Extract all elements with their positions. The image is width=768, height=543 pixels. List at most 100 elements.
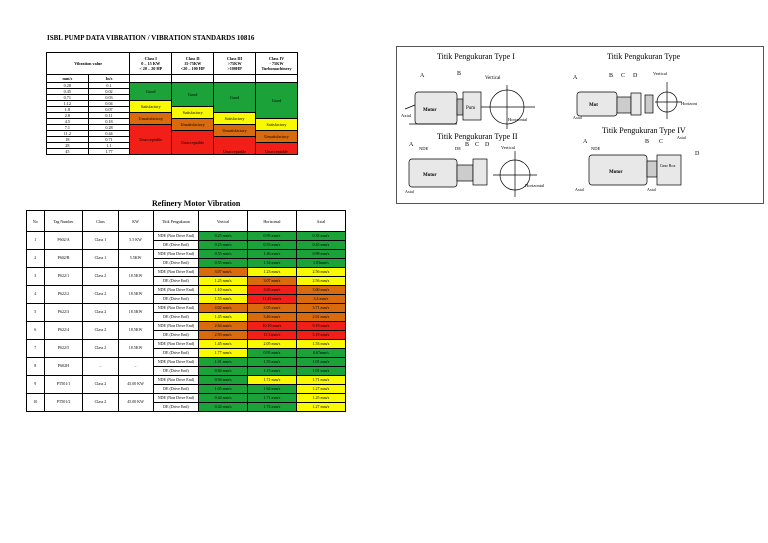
- type2-point-b: B: [465, 142, 469, 148]
- type2-axial: Axial: [405, 189, 415, 194]
- type2-point-c: C: [475, 142, 479, 148]
- de-axial-value: 2.61 mm/s: [295, 312, 347, 322]
- type3-title: Titik Pengukuran Type: [607, 52, 681, 61]
- header-vertical: Vertical: [198, 210, 248, 232]
- point-de: DE (Drive End): [152, 312, 200, 322]
- motor-kw: –: [117, 357, 154, 376]
- de-vertical-value: 1.45 mm/s: [198, 312, 248, 322]
- vib-header: Vibration value: [45, 52, 131, 75]
- type2-point-d: D: [485, 142, 490, 148]
- nde-axial-value: 0.98 mm/s: [295, 249, 347, 259]
- de-horizontal-value: 11.45 mm/s: [247, 294, 297, 304]
- motor-row-nde: 9 PT501/1 Class 2 45.00 KW NDE (Non Drive En…: [26, 375, 347, 394]
- type4-title: Titik Pengukuran Type IV: [602, 126, 686, 135]
- de-vertical-value: 0.55 mm/s: [198, 258, 248, 268]
- type1-pump: Pum: [466, 106, 475, 111]
- nde-vertical-value: 1.10 mm/s: [198, 285, 248, 295]
- motor-kw: 45.00 KW: [117, 375, 154, 394]
- point-nde: NDE (Non Drive End): [152, 303, 200, 313]
- point-de: DE (Drive End): [152, 294, 200, 304]
- motor-tag: P622/5: [43, 339, 84, 358]
- de-horizontal-value: 0.55 mm/s: [247, 240, 297, 250]
- motor-row-nde: 2 P602/B Class 1 5.5KW NDE (Non Drive End) 0.…: [26, 249, 347, 268]
- type2-horizontal: Horizontal: [525, 183, 545, 188]
- class1-unacceptable: Unacceptable: [129, 124, 173, 155]
- motor-tag: P622/3: [43, 303, 84, 322]
- de-vertical-value: 0.25 mm/s: [198, 240, 248, 250]
- motor-no: 8: [26, 357, 45, 376]
- type2-point-a: A: [409, 142, 414, 148]
- nde-axial-value: 0.35 mm/s: [295, 231, 347, 241]
- class3-satisfactory: Satisfactory: [213, 112, 257, 125]
- point-a: A: [420, 73, 425, 79]
- type4-axial-top: Axial: [677, 135, 687, 140]
- nde-horizontal-value: 1.71 mm/s: [247, 375, 297, 385]
- motor-kw: 5.5KW: [117, 249, 154, 268]
- type3-horizontal: Horizont: [681, 101, 698, 106]
- de-axial-value: 0.45 mm/s: [295, 240, 347, 250]
- class3-unacceptable: Unacceptable: [213, 136, 257, 155]
- class-header: Class II 15-75KW <20 – 100 HP: [171, 52, 215, 75]
- motor-class: Class 2: [82, 303, 119, 322]
- type4-point-d: D: [695, 151, 700, 157]
- motor-class: Class 2: [82, 393, 119, 412]
- point-nde: NDE (Non Drive End): [152, 375, 200, 385]
- type1-vertical: Vertical: [485, 76, 501, 81]
- de-vertical-value: 0.84 mm/s: [198, 366, 248, 376]
- type1-motor: Motor: [423, 108, 437, 113]
- header-tag: Tag Number: [43, 210, 84, 232]
- point-nde: NDE (Non Drive End): [152, 393, 200, 403]
- de-axial-value: 1.27 mm/s: [295, 402, 347, 412]
- nde-vertical-value: 1.01 mm/s: [198, 357, 248, 367]
- de-vertical-value: 0.44 mm/s: [198, 402, 248, 412]
- nde-horizontal-value: 3.05 mm/s: [247, 303, 297, 313]
- motor-tag: PT501/1: [43, 375, 84, 394]
- motor-no: 4: [26, 285, 45, 304]
- point-de: DE (Drive End): [152, 240, 200, 250]
- motor-no: 7: [26, 339, 45, 358]
- class4-unacceptable: Unacceptable: [255, 142, 298, 155]
- nde-vertical-value: 3.07 mm/s: [198, 267, 248, 277]
- motor-row-nde: 8 P602H – – NDE (Non Drive End) 1.01 mm/s 1.35…: [26, 357, 347, 376]
- header-class: Class: [82, 210, 119, 232]
- de-axial-value: 2.56 mm/s: [295, 276, 347, 286]
- measurement-point-diagram: Titik Pengukuran Type I Motor Pum A B Ve…: [396, 46, 764, 204]
- de-vertical-value: 2.93 mm/s: [198, 330, 248, 340]
- type3-point-d: D: [633, 73, 638, 79]
- motor-kw: 5.5 KW: [117, 231, 154, 250]
- class-header: Class IV - 75KW Turbomachinery: [255, 52, 298, 75]
- nde-horizontal-value: 2.05 mm/s: [247, 339, 297, 349]
- class1-satisfactory: Satisfactory: [129, 100, 173, 113]
- motor-row-nde: 6 P622/4 Class 2 18.5KW NDE (Non Drive End) 2…: [26, 321, 347, 340]
- motor-class: Class 2: [82, 267, 119, 286]
- motor-row-nde: 5 P622/3 Class 2 18.5KW NDE (Non Drive End) 4…: [26, 303, 347, 322]
- motor-kw: 18.5KW: [117, 339, 154, 358]
- point-nde: NDE (Non Drive End): [152, 321, 200, 331]
- class4-unsatisfactory: Unsatisfactory: [255, 130, 298, 143]
- motor-no: 1: [26, 231, 45, 250]
- de-axial-value: 0.67mm/s: [295, 348, 347, 358]
- header-horizontal: Horizontal: [247, 210, 297, 232]
- de-horizontal-value: 1.15 mm/s: [247, 366, 297, 376]
- de-horizontal-value: 1.64 mm/s: [247, 384, 297, 394]
- motor-row-nde: 3 P622/1 Class 2 18.5KW NDE (Non Drive End) 3…: [26, 267, 347, 286]
- point-de: DE (Drive End): [152, 258, 200, 268]
- motor-class: Class 1: [82, 231, 119, 250]
- type4-axial-right: Axial: [647, 187, 657, 192]
- nde-vertical-value: 0.25 mm/s: [198, 231, 248, 241]
- type3-point-b: B: [609, 73, 613, 79]
- motor-tag: P602/A: [43, 231, 84, 250]
- motor-tag: P602/B: [43, 249, 84, 268]
- type2-title: Titik Pengukuran Type II: [437, 132, 518, 141]
- point-nde: NDE (Non Drive End): [152, 231, 200, 241]
- point-nde: NDE (Non Drive End): [152, 357, 200, 367]
- motor-no: 9: [26, 375, 45, 394]
- motor-tag: P602H: [43, 357, 84, 376]
- de-horizontal-value: 3.46 mm/s: [247, 312, 297, 322]
- nde-vertical-value: 4.02 mm/s: [198, 303, 248, 313]
- motor-class: –: [82, 357, 119, 376]
- nde-vertical-value: 1.45 mm/s: [198, 339, 248, 349]
- type2-motor: Motor: [423, 173, 437, 178]
- class3-unsatisfactory: Unsatisfactory: [213, 124, 257, 137]
